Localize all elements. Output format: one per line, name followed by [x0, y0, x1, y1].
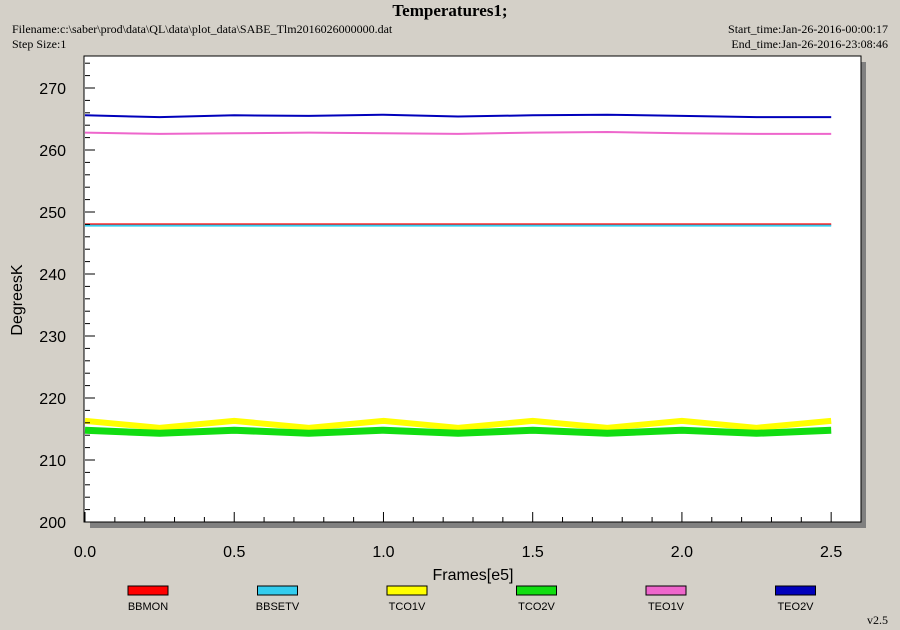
y-tick-label: 210	[39, 453, 66, 470]
x-tick-label: 2.5	[820, 544, 842, 561]
legend-swatch-teo2v	[775, 585, 816, 596]
plot-area	[83, 55, 862, 523]
legend-swatch-tco1v	[386, 585, 428, 596]
x-tick-label: 0.5	[223, 544, 245, 561]
y-tick-label: 260	[39, 143, 66, 160]
legend-label-bbsetv: BBSETV	[256, 601, 300, 613]
y-tick-label: 270	[39, 81, 66, 98]
chart-title: Temperatures1;	[392, 1, 508, 20]
series-line-tco1v	[84, 417, 832, 431]
legend-label-tco1v: TCO1V	[389, 601, 426, 613]
legend-label-teo1v: TEO1V	[648, 601, 685, 613]
y-tick-label: 250	[39, 205, 66, 222]
series-line-teo1v	[84, 131, 832, 135]
x-axis-label: Frames[e5]	[433, 567, 514, 584]
series-line-tco2v	[84, 426, 832, 437]
y-tick-label: 200	[39, 515, 66, 532]
x-tick-label: 2.0	[671, 544, 693, 561]
y-tick-label: 220	[39, 391, 66, 408]
legend-label-bbmon: BBMON	[128, 601, 168, 613]
end-time-label: End_time:Jan-26-2016-23:08:46	[731, 37, 888, 51]
legend-swatch-teo1v	[645, 585, 687, 596]
legend-swatch-tco2v	[516, 585, 557, 596]
y-tick-label: 240	[39, 267, 66, 284]
x-tick-label: 0.0	[74, 544, 96, 561]
y-axis-label: DegreesK	[9, 264, 26, 335]
start-time-label: Start_time:Jan-26-2016-00:00:17	[728, 22, 888, 36]
filename-label: Filename:c:\saber\prod\data\QL\data\plot…	[12, 22, 393, 36]
legend-label-tco2v: TCO2V	[518, 601, 555, 613]
legend-swatch-bbmon	[127, 585, 169, 596]
series-line-teo2v	[84, 113, 832, 119]
y-tick-label: 230	[39, 329, 66, 346]
legend-label-teo2v: TEO2V	[777, 601, 814, 613]
version-label: v2.5	[867, 613, 888, 627]
legend-swatch-bbsetv	[257, 585, 298, 596]
x-tick-label: 1.5	[522, 544, 544, 561]
x-tick-label: 1.0	[372, 544, 394, 561]
step-size-label: Step Size:1	[12, 37, 67, 51]
